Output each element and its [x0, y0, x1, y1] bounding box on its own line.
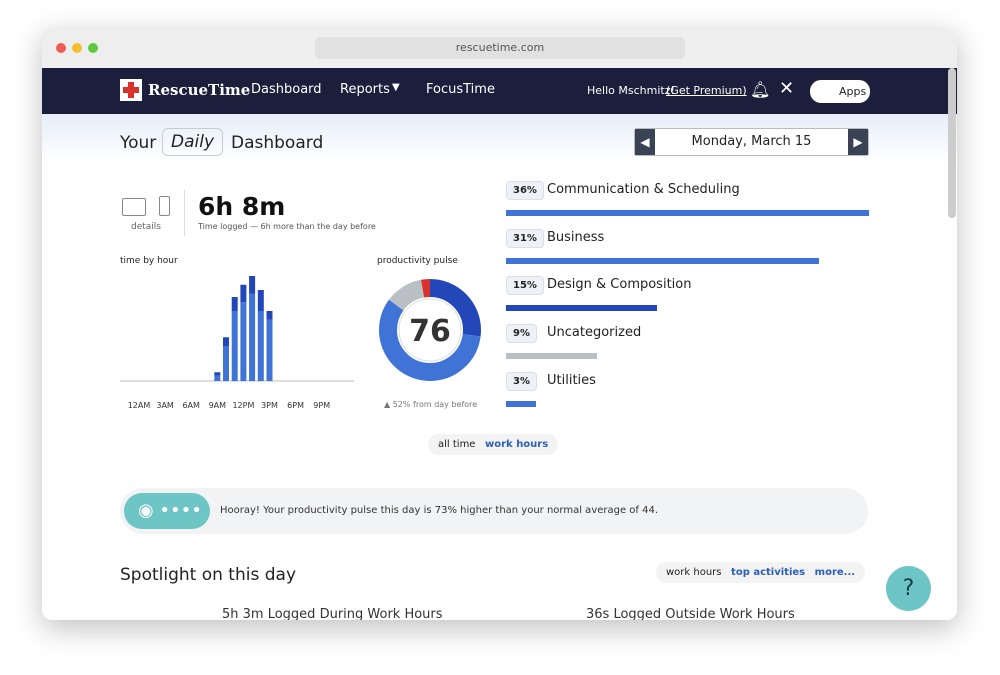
- category-percent: 36%: [506, 181, 544, 200]
- phone-icon: [159, 196, 170, 216]
- x-tick-label: 9AM: [209, 401, 227, 410]
- date-picker[interactable]: ◀ Monday, March 15 ▶: [634, 128, 869, 156]
- spotlight-title: Spotlight on this day: [120, 565, 297, 585]
- url: rescuetime.com: [455, 41, 545, 54]
- category-name: Uncategorized: [547, 325, 642, 341]
- hour-bar: [240, 302, 247, 381]
- next-day[interactable]: ▶: [848, 129, 868, 155]
- category-name: Business: [547, 229, 605, 245]
- x-tick-label: 6AM: [182, 401, 200, 410]
- scrollbar[interactable]: [948, 68, 956, 218]
- hour-bar: [266, 311, 273, 320]
- category-bar: [506, 353, 597, 360]
- address-bar[interactable]: rescuetime.com: [315, 37, 685, 59]
- logo: [120, 79, 142, 101]
- pulse-title: productivity pulse: [377, 256, 458, 266]
- navbar: RescueTime Dashboard Reports ▼ FocusTime…: [42, 68, 957, 114]
- category-name: Utilities: [547, 372, 596, 388]
- toolbar: rescuetime.com: [42, 28, 957, 69]
- x-tick-label: 9PM: [313, 401, 330, 410]
- header-dashboard: Dashboard: [231, 133, 324, 153]
- greeting: Hello Mschmitz!: [587, 84, 675, 97]
- header-your: Your: [120, 133, 157, 153]
- period-select[interactable]: Daily: [162, 128, 224, 156]
- hour-bar: [214, 375, 221, 381]
- premium-link[interactable]: (Get Premium): [666, 84, 747, 97]
- hour-bar: [249, 276, 256, 294]
- category-bar: [506, 305, 658, 312]
- hour-bar: [257, 290, 264, 311]
- pulse-change-text: 52% from day before: [392, 400, 478, 409]
- category-bar: [506, 257, 819, 264]
- hour-bar: [257, 311, 264, 381]
- chart-title: time by hour: [120, 256, 178, 266]
- category-percent: 15%: [506, 276, 544, 296]
- tab[interactable]: more...: [814, 567, 856, 578]
- spotlight-tabs: work hours top activities more...: [656, 562, 866, 583]
- nav-link[interactable]: FocusTime: [426, 82, 495, 97]
- nav-link[interactable]: Dashboard: [251, 82, 322, 97]
- help-button[interactable]: ?: [886, 566, 931, 611]
- banner: ◉ •••• Hooray! Your productivity pulse t…: [120, 488, 868, 534]
- x-tick-label: 12AM: [128, 401, 151, 410]
- hour-bar: [214, 372, 221, 376]
- brand: RescueTime: [148, 81, 251, 99]
- hour-bar: [249, 293, 256, 381]
- banner-message: Hooray! Your productivity pulse this day…: [220, 505, 659, 516]
- category-bar: [506, 400, 537, 407]
- dropdown-caret: ▼: [392, 82, 400, 93]
- date: Monday, March 15: [691, 134, 812, 149]
- eye-icon: ◉ ••••: [124, 493, 210, 529]
- pulse-change: ▲ 52% from day before: [384, 400, 478, 409]
- category-percent: 3%: [506, 371, 537, 391]
- x-tick-label: 3AM: [156, 401, 174, 410]
- divider: [184, 190, 185, 236]
- category-bar: [506, 210, 869, 216]
- pulse-segment: [379, 279, 481, 381]
- x-tick-label: 12PM: [232, 401, 254, 410]
- tools-icon[interactable]: ✕: [779, 78, 795, 99]
- total-note: Time logged — 6h more than the day befor…: [198, 222, 376, 231]
- charts: 12AM 3AM 6AM 9AM 12PM 3PM 6PM 9PM 76: [120, 276, 481, 410]
- x-tick-label: 3PM: [261, 401, 278, 410]
- category-percent: 31%: [506, 228, 544, 248]
- minimize[interactable]: [72, 43, 82, 53]
- spotlight-left: 5h 3m Logged During Work Hours: [222, 607, 443, 620]
- toggle-option[interactable]: work hours: [485, 439, 549, 450]
- apps-label: Apps: [839, 85, 867, 98]
- bell-icon[interactable]: 🔔︎: [750, 80, 771, 99]
- close[interactable]: [56, 43, 66, 53]
- hour-bar: [266, 319, 273, 381]
- total-time: 6h 8m: [198, 192, 286, 221]
- tab[interactable]: top activities: [731, 567, 806, 578]
- category-percent: 9%: [506, 324, 537, 344]
- details-link[interactable]: details: [131, 222, 161, 232]
- hour-bar: [231, 297, 238, 311]
- hour-bar: [223, 346, 229, 381]
- apps-button[interactable]: Apps: [810, 80, 870, 103]
- hour-bar: [223, 337, 229, 346]
- tab[interactable]: work hours: [666, 567, 722, 578]
- pulse-score: 76: [409, 314, 451, 349]
- category-name: Design & Composition: [547, 277, 692, 293]
- spotlight-right: 36s Logged Outside Work Hours: [586, 607, 795, 620]
- x-tick-label: 6PM: [287, 401, 304, 410]
- laptop-icon: [122, 198, 146, 216]
- nav-link[interactable]: Reports: [340, 82, 390, 97]
- pulse-segment: [379, 279, 481, 381]
- category-name: Communication & Scheduling: [547, 182, 740, 197]
- hour-bar: [231, 311, 238, 381]
- browser-window: rescuetime.com RescueTime Dashboard Repo…: [42, 28, 957, 620]
- pulse-center: [398, 298, 462, 362]
- range-toggle: all time work hours: [428, 434, 559, 455]
- hour-bar: [240, 284, 247, 303]
- toggle-option[interactable]: all time: [438, 439, 476, 450]
- maximize[interactable]: [88, 43, 98, 53]
- prev-day[interactable]: ◀: [635, 129, 655, 155]
